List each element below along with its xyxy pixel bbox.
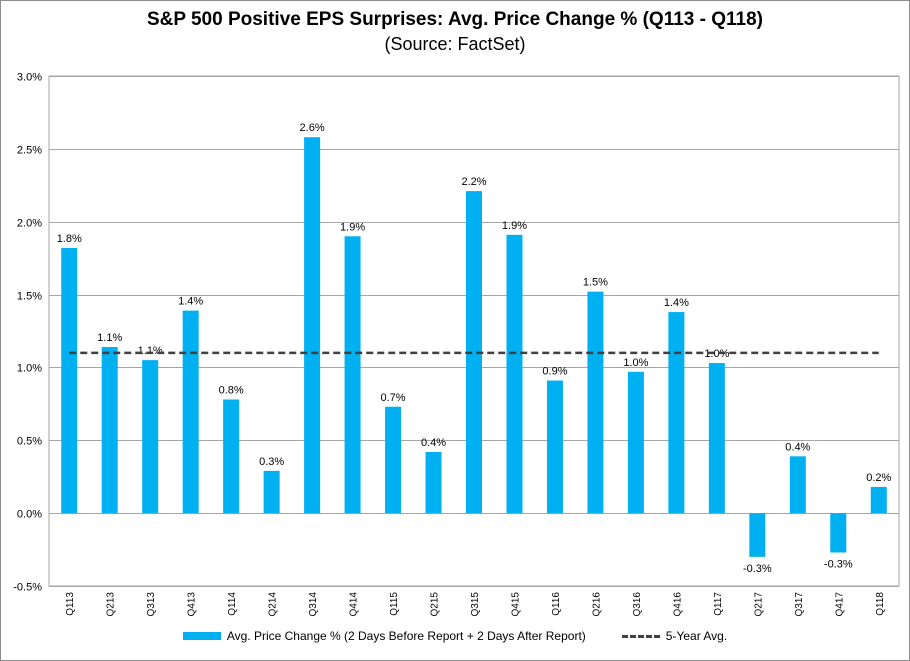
data-label: 0.2% [866, 472, 891, 484]
chart-legend: Avg. Price Change % (2 Days Before Repor… [1, 629, 909, 643]
data-label: 1.9% [502, 220, 527, 232]
x-tick-label: Q316 [632, 592, 643, 617]
data-label: 0.9% [542, 366, 567, 378]
x-tick-label: Q317 [794, 592, 805, 617]
x-tick-label: Q416 [672, 592, 683, 617]
bar [587, 291, 604, 514]
data-label: -0.3% [824, 558, 853, 570]
x-tick-label: Q117 [713, 592, 724, 616]
legend-label-average-line: 5-Year Avg. [665, 629, 728, 643]
legend-item-average-line: 5-Year Avg. [621, 629, 728, 643]
y-tick-label: 3.0% [17, 72, 42, 84]
x-tick-label: Q315 [470, 592, 481, 617]
y-tick-label: -0.5% [13, 582, 42, 594]
bar [668, 312, 685, 514]
x-tick-label: Q314 [308, 592, 319, 617]
bar [506, 234, 523, 514]
bar [425, 451, 442, 514]
data-label: 1.1% [97, 332, 122, 344]
chart-title: S&P 500 Positive EPS Surprises: Avg. Pri… [146, 9, 763, 30]
legend-swatch-bar [182, 632, 221, 640]
bar [466, 191, 482, 514]
data-label: -0.3% [743, 563, 772, 575]
x-tick-label: Q313 [146, 592, 157, 617]
legend-label-bar-series: Avg. Price Change % (2 Days Before Repor… [226, 629, 586, 643]
data-label: 2.2% [461, 176, 486, 188]
bar [304, 137, 321, 514]
x-tick-label: Q213 [106, 592, 117, 617]
bar [627, 371, 644, 514]
bar [101, 347, 118, 514]
data-label: 0.4% [785, 441, 810, 453]
data-label: 2.6% [300, 122, 325, 134]
chart-subtitle: (Source: FactSet) [384, 34, 526, 54]
x-tick-label: Q415 [510, 592, 521, 617]
data-label: 1.1% [138, 345, 163, 357]
y-tick-label: 0.5% [17, 436, 42, 448]
x-tick-label: Q413 [187, 592, 198, 617]
y-tick-label: 1.5% [17, 291, 42, 303]
bar [708, 363, 725, 514]
x-tick-label: Q217 [753, 592, 764, 617]
legend-item-bar-series: Avg. Price Change % (2 Days Before Repor… [182, 629, 586, 643]
bar [870, 486, 887, 514]
data-label: 1.5% [583, 277, 608, 289]
x-tick-label: Q214 [268, 592, 279, 617]
data-label: 1.0% [623, 357, 648, 369]
x-tick-label: Q118 [875, 592, 886, 616]
y-tick-label: 2.0% [17, 218, 42, 230]
y-tick-label: 0.0% [17, 509, 42, 521]
data-label: 0.7% [381, 392, 406, 404]
data-label: 0.4% [421, 437, 446, 449]
data-label: 1.4% [664, 297, 689, 309]
x-tick-label: Q114 [227, 592, 238, 616]
y-tick-label: 1.0% [17, 363, 42, 375]
x-tick-label: Q113 [65, 592, 76, 616]
bar [344, 236, 361, 514]
x-tick-label: Q116 [551, 592, 562, 616]
bar [223, 399, 240, 514]
data-label: 0.8% [219, 384, 244, 396]
y-tick-label: 2.5% [17, 145, 42, 157]
data-label: 1.4% [178, 296, 203, 308]
bar [385, 406, 402, 514]
data-label: 1.9% [340, 221, 365, 233]
bar [61, 247, 78, 514]
bar [546, 380, 563, 514]
x-tick-label: Q115 [389, 592, 400, 616]
legend-swatch-line [621, 634, 660, 638]
x-tick-label: Q414 [349, 592, 360, 617]
x-tick-label: Q417 [834, 592, 845, 617]
bar [749, 513, 766, 557]
bar [263, 470, 280, 514]
data-label: 1.8% [57, 233, 82, 245]
data-label: 1.0% [704, 348, 729, 360]
x-tick-label: Q215 [430, 592, 441, 617]
bar [182, 310, 199, 514]
x-tick-label: Q216 [591, 592, 602, 617]
bar [789, 456, 806, 514]
bar [830, 513, 847, 553]
data-label: 0.3% [259, 456, 284, 468]
bar [142, 360, 159, 514]
